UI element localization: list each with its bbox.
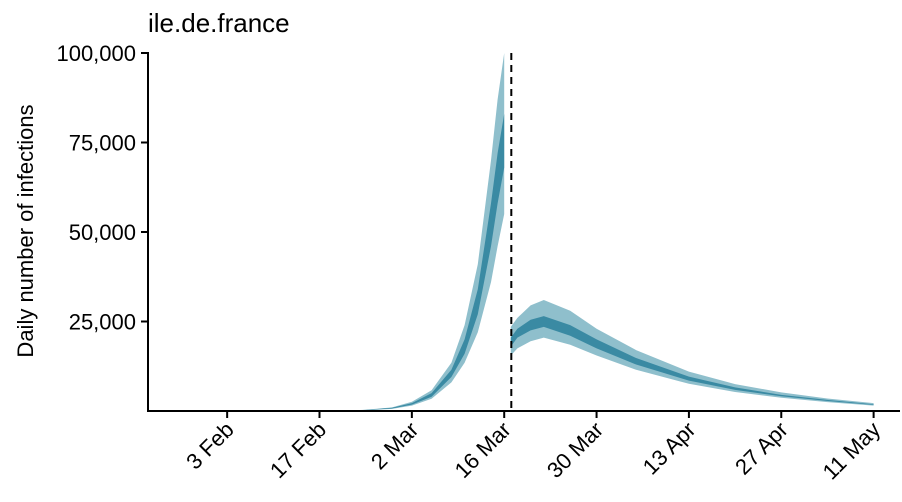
outer-credible-band-1 (339, 53, 505, 411)
y-tick-label: 50,000 (69, 220, 136, 245)
x-tick-label: 30 Mar (542, 417, 608, 483)
inner-credible-band-2 (510, 316, 874, 405)
y-ticks: 25,000 50,000 75,000 100,000 (56, 41, 148, 335)
x-tick-label: 3 Feb (181, 417, 238, 474)
x-tick-label: 16 Mar (450, 417, 516, 483)
y-axis-label: Daily number of infections (13, 104, 38, 357)
outer-credible-band-2 (510, 300, 874, 406)
x-tick-label: 27 Apr (730, 417, 793, 480)
y-tick-label: 100,000 (56, 41, 136, 66)
x-tick-label: 2 Mar (366, 417, 423, 474)
x-tick-label: 11 May (818, 417, 886, 485)
chart-title: ile.de.france (148, 8, 290, 38)
x-ticks: 3 Feb 17 Feb 2 Mar 16 Mar 30 Mar 13 Apr 27 Apr… (181, 411, 885, 484)
ribbon-layer (339, 53, 874, 412)
x-tick-label: 13 Apr (638, 417, 701, 480)
y-tick-label: 25,000 (69, 310, 136, 335)
y-tick-label: 75,000 (69, 131, 136, 156)
x-tick-label: 17 Feb (265, 417, 331, 483)
